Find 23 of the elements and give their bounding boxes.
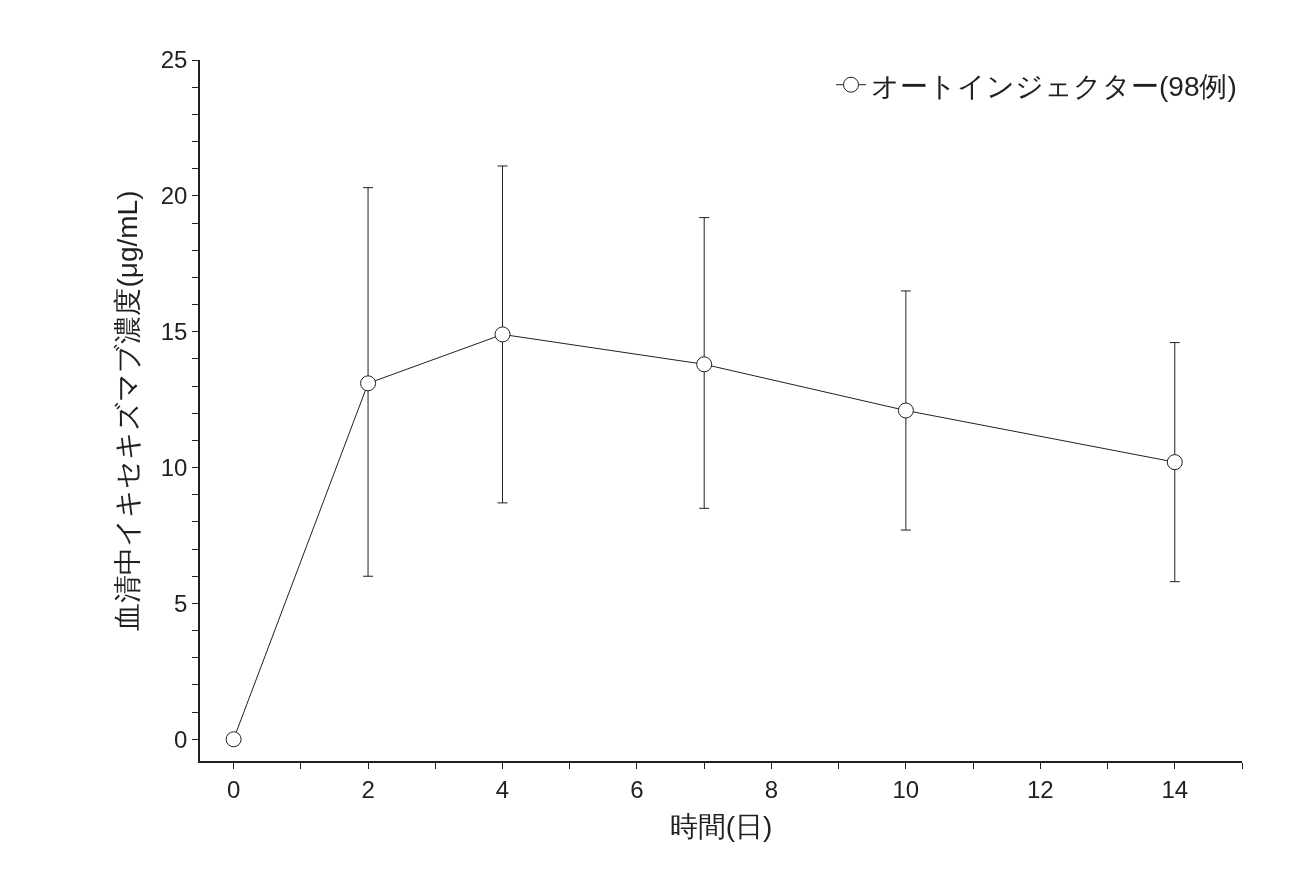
y-tick-label: 5 bbox=[174, 589, 188, 617]
x-tick-label: 0 bbox=[226, 775, 241, 803]
x-tick-label: 6 bbox=[630, 775, 644, 803]
y-tick-label: 15 bbox=[160, 318, 188, 346]
point bbox=[494, 326, 511, 343]
y-axis-title: 血清中イキセキズマブ濃度(μg/mL) bbox=[111, 190, 143, 631]
x-tick-label: 8 bbox=[764, 775, 779, 803]
x-tick-label: 2 bbox=[361, 775, 375, 803]
point bbox=[225, 731, 242, 748]
point bbox=[897, 402, 914, 419]
x-tick-label: 14 bbox=[1161, 775, 1189, 803]
x-axis-title: 時間(日) bbox=[669, 811, 773, 843]
x-tick-label: 4 bbox=[495, 775, 510, 803]
y-tick-label: 20 bbox=[160, 182, 188, 210]
y-tick-label: 10 bbox=[160, 453, 188, 481]
legend-label: オートインジェクター(98例) bbox=[871, 70, 1237, 102]
point bbox=[1166, 454, 1183, 471]
y-tick-label: 25 bbox=[160, 46, 188, 74]
x-tick-label: 12 bbox=[1026, 775, 1054, 803]
point bbox=[696, 356, 713, 373]
x-tick-label: 10 bbox=[892, 775, 920, 803]
point bbox=[360, 375, 377, 392]
y-tick-label: 0 bbox=[174, 725, 188, 753]
